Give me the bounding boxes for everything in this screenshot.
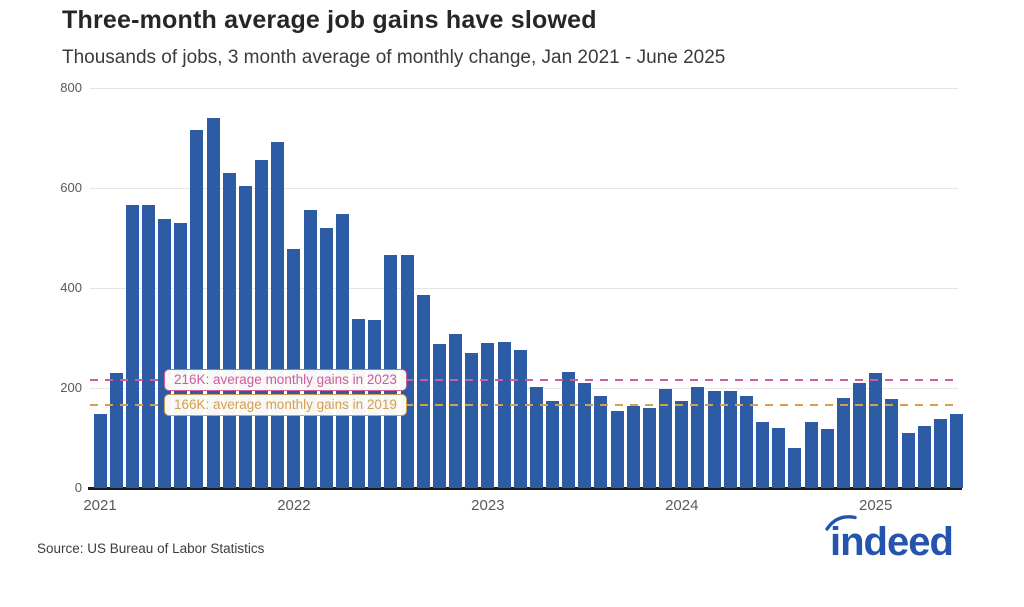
- x-tick-label: 2025: [858, 497, 893, 514]
- x-tick-label: 2022: [277, 497, 311, 514]
- bar-mar-2024: [707, 390, 721, 488]
- bar-nov-2022: [449, 334, 463, 488]
- bar-jan-2024: [675, 401, 689, 488]
- bar-jan-2021: [93, 413, 107, 488]
- y-tick-label: 400: [60, 280, 82, 295]
- bar-nov-2021: [255, 160, 269, 488]
- bar-mar-2022: [319, 227, 333, 488]
- bar-may-2024: [739, 395, 753, 488]
- bar-mar-2023: [513, 349, 527, 488]
- bar-feb-2024: [691, 387, 705, 488]
- bar-apr-2021: [141, 204, 155, 488]
- reference-line-label-166: 166K: average monthly gains in 2019: [164, 394, 407, 416]
- bar-jul-2023: [578, 382, 592, 488]
- bar-dec-2022: [465, 352, 479, 488]
- bar-sep-2023: [610, 411, 624, 488]
- bar-jan-2023: [481, 342, 495, 488]
- source-note: Source: US Bureau of Labor Statistics: [37, 541, 265, 556]
- bar-oct-2024: [820, 429, 834, 488]
- bar-sep-2021: [222, 172, 236, 488]
- indeed-swoosh-icon: [825, 515, 857, 531]
- bar-feb-2025: [885, 398, 899, 488]
- bar-jun-2023: [562, 371, 576, 488]
- bar-jun-2021: [174, 223, 188, 488]
- bar-feb-2021: [109, 373, 123, 488]
- bar-nov-2023: [642, 407, 656, 488]
- bar-aug-2024: [788, 447, 802, 488]
- bar-apr-2025: [917, 425, 931, 488]
- bar-jul-2024: [772, 427, 786, 488]
- reference-line-166: [90, 403, 958, 407]
- bar-feb-2022: [303, 209, 317, 488]
- x-axis-line: [88, 487, 962, 490]
- plot-area: 0 200 400 600 800 2021 2022 2023 2024 2025 216K: a…: [60, 80, 963, 514]
- y-gridline: [90, 88, 958, 89]
- y-tick-label: 600: [60, 180, 82, 195]
- bar-aug-2023: [594, 395, 608, 488]
- bar-aug-2021: [206, 118, 220, 488]
- bar-oct-2022: [432, 344, 446, 488]
- indeed-wordmark: indeed: [830, 520, 954, 564]
- bar-may-2023: [545, 400, 559, 488]
- x-tick-label: 2021: [83, 497, 117, 514]
- bar-mar-2021: [125, 204, 139, 488]
- bar-dec-2023: [659, 388, 673, 488]
- bar-oct-2021: [238, 185, 252, 488]
- chart-subtitle: Thousands of jobs, 3 month average of mo…: [62, 47, 726, 68]
- bar-sep-2024: [804, 421, 818, 488]
- y-tick-label: 200: [60, 380, 82, 395]
- y-gridline: [90, 288, 958, 289]
- bar-may-2021: [158, 218, 172, 488]
- bar-mar-2025: [901, 432, 915, 488]
- bar-may-2025: [933, 418, 947, 488]
- bar-apr-2022: [335, 213, 349, 488]
- y-tick-label: 0: [74, 480, 82, 495]
- bar-jan-2022: [287, 248, 301, 488]
- bar-dec-2024: [853, 383, 867, 488]
- bar-feb-2023: [497, 341, 511, 488]
- x-tick-label: 2023: [471, 497, 505, 514]
- chart-title: Three-month average job gains have slowe…: [62, 6, 597, 34]
- bar-jun-2024: [756, 422, 770, 488]
- bar-jun-2025: [949, 413, 963, 488]
- reference-line-216: [90, 378, 958, 382]
- bar-oct-2023: [626, 405, 640, 488]
- bar-apr-2023: [529, 387, 543, 488]
- indeed-logo: indeed: [825, 515, 970, 569]
- bar-jan-2025: [869, 372, 883, 488]
- reference-line-label-216: 216K: average monthly gains in 2023: [164, 369, 407, 391]
- bar-aug-2022: [400, 255, 414, 488]
- y-tick-label: 800: [60, 80, 82, 95]
- bar-sep-2022: [416, 294, 430, 488]
- bar-nov-2024: [836, 397, 850, 488]
- x-tick-label: 2024: [665, 497, 699, 514]
- bar-dec-2021: [271, 142, 285, 488]
- bar-jul-2021: [190, 129, 204, 488]
- y-gridline: [90, 188, 958, 189]
- bar-apr-2024: [723, 390, 737, 488]
